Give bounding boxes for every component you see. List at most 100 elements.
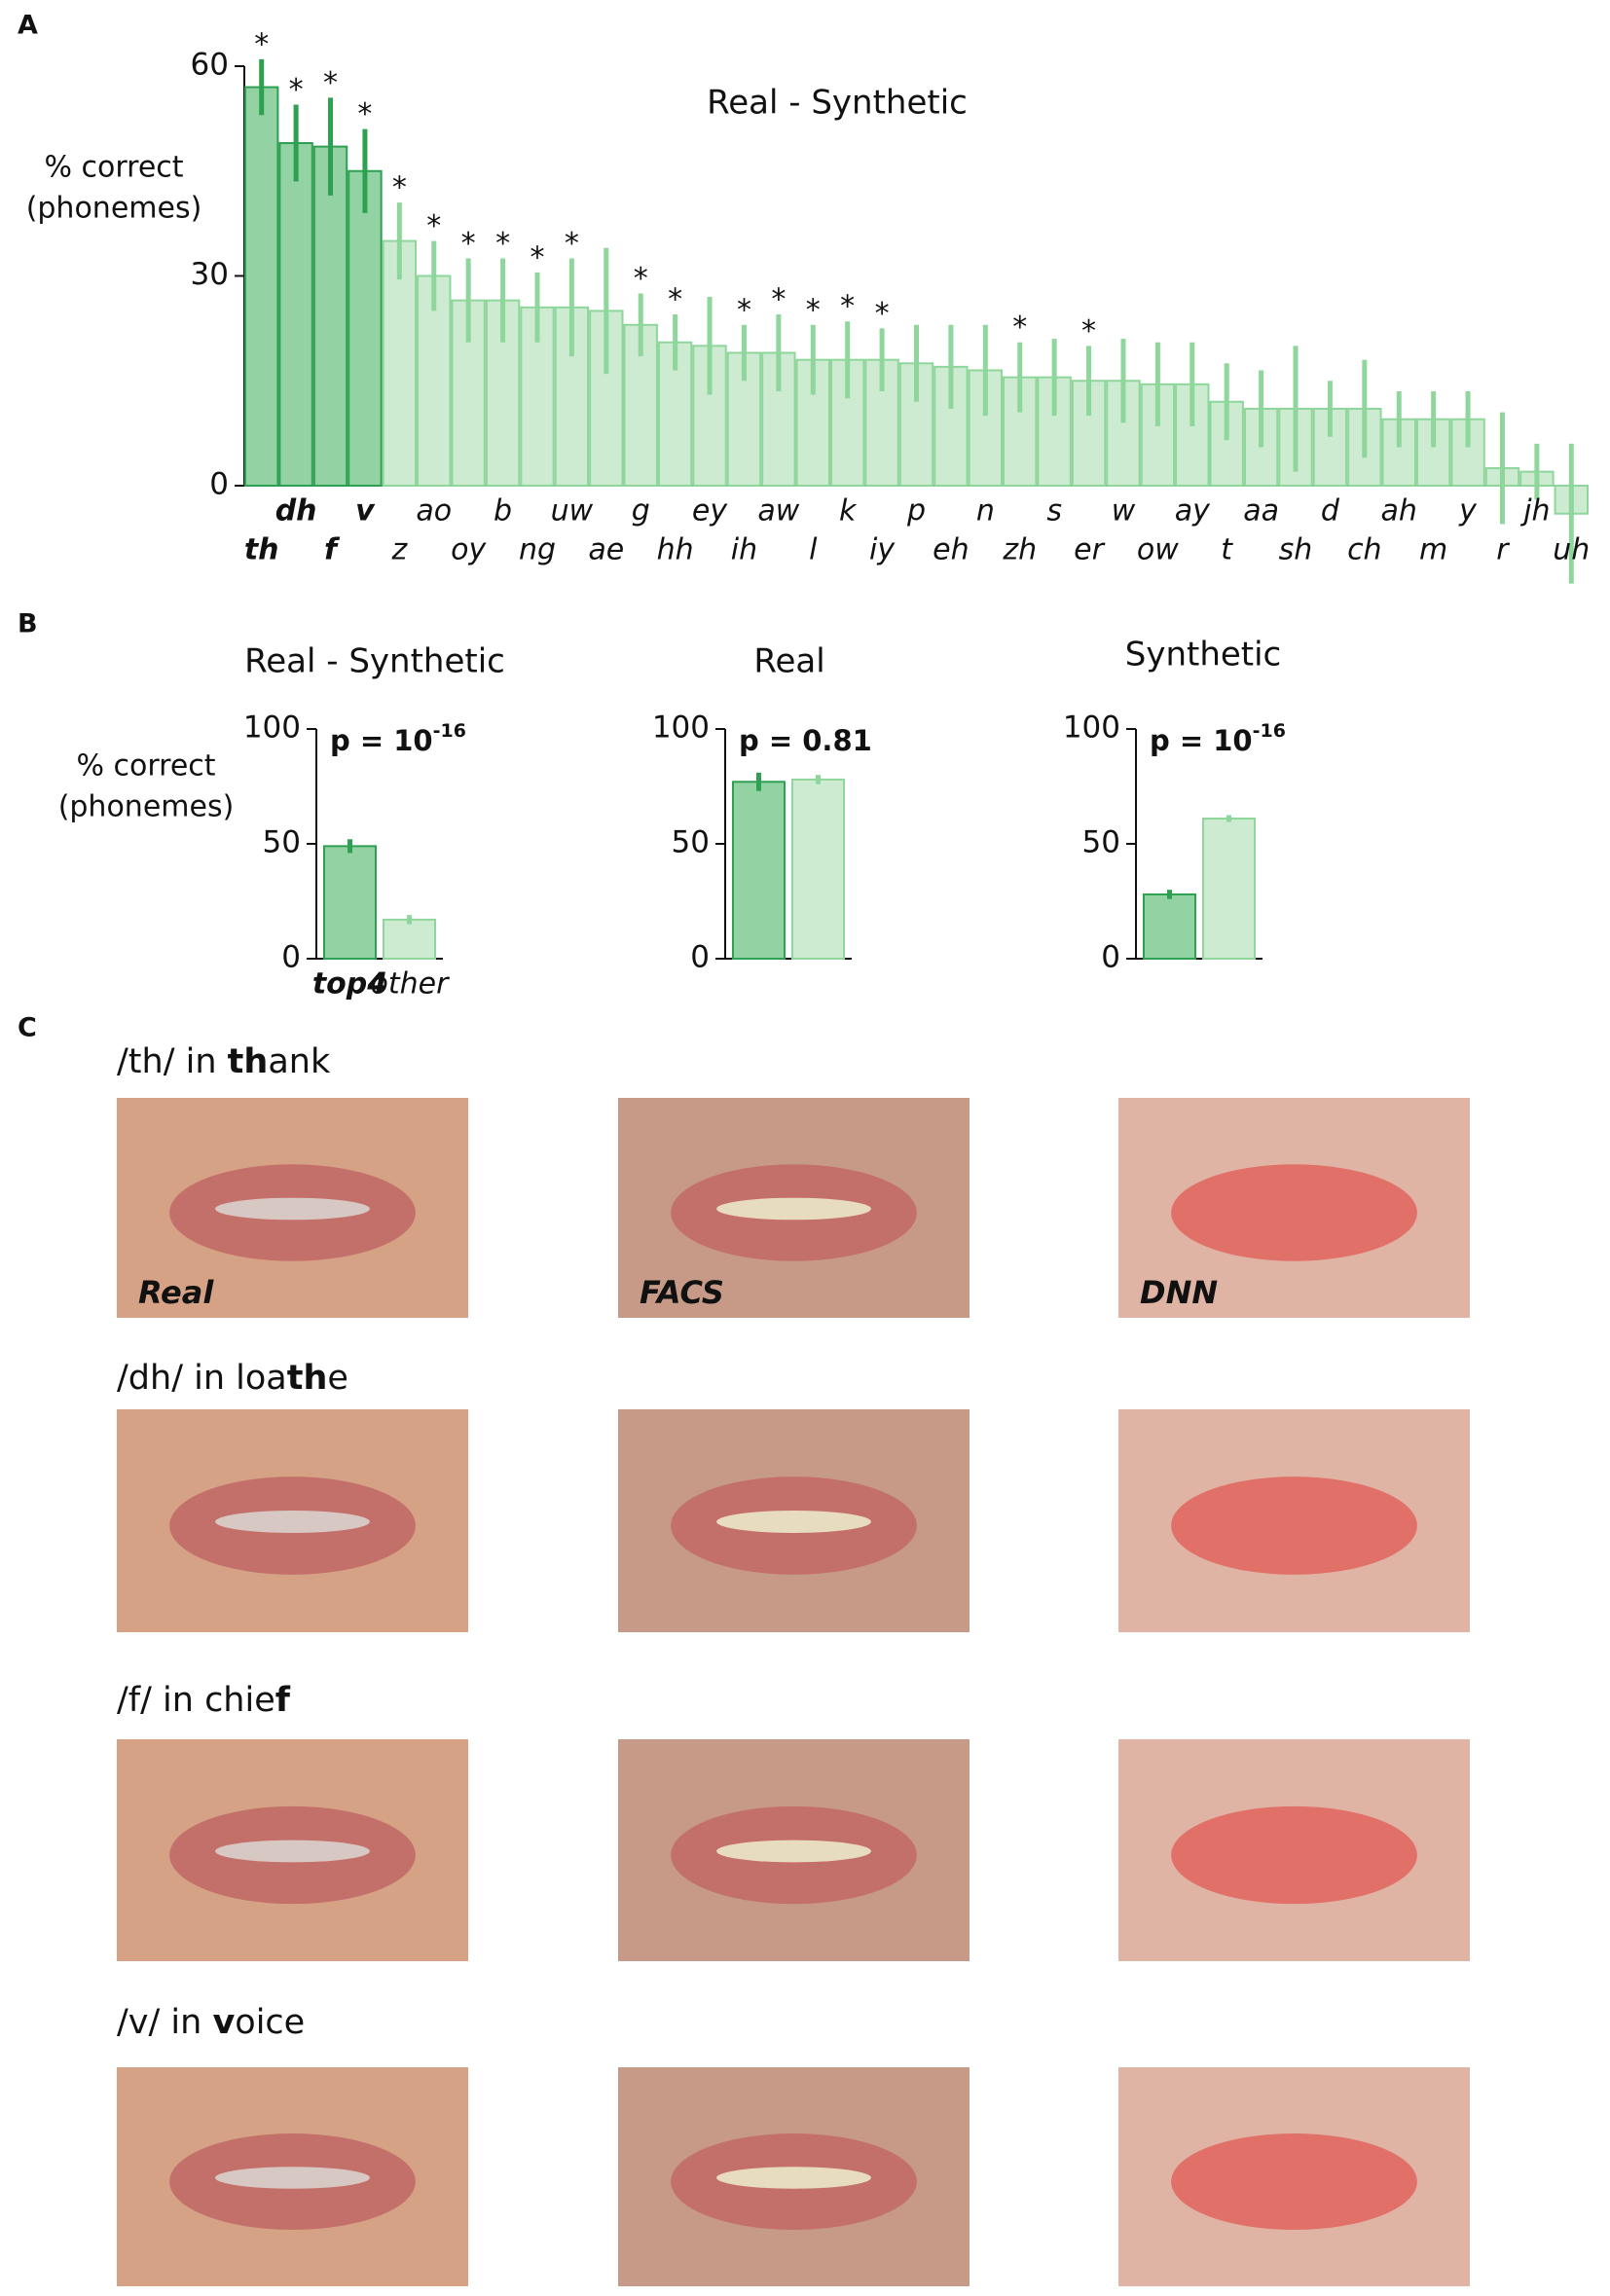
y-tick-label: 100 xyxy=(1063,711,1120,746)
p-value: p = 10-16 xyxy=(1150,720,1286,758)
row-title-part: /f/ in chie xyxy=(117,1681,275,1720)
row-title-part: th xyxy=(228,1042,269,1081)
p-value: p = 10-16 xyxy=(330,720,466,758)
x-tick-label: n xyxy=(976,494,995,528)
y-axis-label: (phonemes) xyxy=(58,790,235,824)
significance-star: * xyxy=(1081,314,1096,348)
mouth-opening xyxy=(716,2167,871,2189)
y-tick-label: 0 xyxy=(690,940,710,975)
bar xyxy=(244,86,279,488)
mouth-opening xyxy=(215,1197,370,1221)
row-title-part: ank xyxy=(268,1042,331,1081)
row-title-part: v xyxy=(212,2003,235,2042)
significance-star: * xyxy=(495,227,510,261)
panel-label: A xyxy=(18,11,38,41)
lips xyxy=(1171,2133,1417,2230)
significance-star: * xyxy=(323,66,338,100)
x-tick-label: oy xyxy=(451,533,487,567)
y-axis-label: % correct xyxy=(44,151,183,185)
bar xyxy=(383,918,436,961)
significance-star: * xyxy=(426,209,441,243)
x-tick-label: ih xyxy=(731,533,757,567)
significance-star: * xyxy=(289,73,304,107)
row-title-part: /th/ in xyxy=(117,1042,228,1081)
y-tick-label: 0 xyxy=(209,467,229,502)
y-tick-label: 50 xyxy=(263,825,301,860)
x-tick-label: ey xyxy=(692,494,728,528)
mouth-opening xyxy=(215,1511,370,1533)
x-tick-label: ae xyxy=(588,533,624,567)
row-title-part: e xyxy=(327,1359,348,1398)
p-value-exponent: -16 xyxy=(433,720,466,742)
p-value-text: p = 0.81 xyxy=(739,724,872,757)
chart-title: Real - Synthetic xyxy=(244,642,505,681)
significance-star: * xyxy=(461,227,476,261)
x-tick-label: eh xyxy=(933,533,969,567)
x-tick-label: top4 xyxy=(312,967,387,1002)
y-tick-label: 50 xyxy=(1082,825,1120,860)
x-tick-label: uh xyxy=(1553,533,1590,567)
x-tick-label: other xyxy=(371,967,451,1002)
x-tick-label: ay xyxy=(1175,494,1211,528)
x-tick-label: s xyxy=(1046,494,1062,528)
mouth-opening xyxy=(716,1197,871,1221)
x-tick-label: ng xyxy=(519,533,556,567)
significance-star: * xyxy=(1012,310,1027,345)
x-tick-label: iy xyxy=(869,533,896,567)
p-value: p = 0.81 xyxy=(739,724,872,757)
y-tick-label: 0 xyxy=(1101,940,1120,975)
bar xyxy=(278,142,313,487)
bar xyxy=(312,145,348,487)
bar xyxy=(1202,818,1256,960)
y-tick-label: 30 xyxy=(191,257,229,292)
row-title: /dh/ in loathe xyxy=(117,1359,348,1398)
x-tick-label: m xyxy=(1419,533,1447,567)
lips xyxy=(1171,1164,1417,1261)
row-title-part: oice xyxy=(235,2003,305,2042)
bar xyxy=(1143,893,1196,960)
significance-star: * xyxy=(254,27,269,61)
x-tick-label: dh xyxy=(275,494,317,528)
x-tick-label: t xyxy=(1221,533,1233,567)
image-label: DNN xyxy=(1140,1274,1218,1311)
significance-star: * xyxy=(840,290,855,324)
row-title-part: th xyxy=(287,1359,328,1398)
y-tick-label: 50 xyxy=(672,825,710,860)
p-value-text: p = 10 xyxy=(1150,724,1253,757)
x-tick-label: ah xyxy=(1381,494,1417,528)
panel-label: C xyxy=(18,1013,37,1043)
x-tick-label: b xyxy=(494,494,512,528)
row-title: /v/ in voice xyxy=(117,2003,305,2042)
x-tick-label: g xyxy=(632,494,650,528)
row-title: /th/ in thank xyxy=(117,1042,331,1081)
y-tick-label: 60 xyxy=(191,48,229,83)
significance-star: * xyxy=(806,293,821,327)
x-tick-label: ow xyxy=(1137,533,1179,567)
x-tick-label: jh xyxy=(1519,494,1550,528)
x-tick-label: sh xyxy=(1279,533,1313,567)
x-tick-label: ao xyxy=(416,494,452,528)
chart-title: Synthetic xyxy=(1125,636,1282,674)
mouth-opening xyxy=(215,1840,370,1863)
x-tick-label: l xyxy=(809,533,818,567)
bar xyxy=(348,169,383,487)
significance-star: * xyxy=(530,240,544,274)
p-value-exponent: -16 xyxy=(1253,720,1286,742)
mouth-opening xyxy=(215,2167,370,2189)
x-tick-label: aw xyxy=(757,494,799,528)
y-tick-label: 100 xyxy=(243,711,301,746)
image-label: FACS xyxy=(640,1274,724,1311)
x-tick-label: f xyxy=(324,533,341,567)
bar xyxy=(732,781,786,961)
x-tick-label: uw xyxy=(551,494,594,528)
y-tick-label: 100 xyxy=(652,711,710,746)
y-axis-label: % correct xyxy=(76,749,215,784)
significance-star: * xyxy=(392,171,407,205)
significance-star: * xyxy=(634,262,648,296)
x-tick-label: d xyxy=(1321,494,1340,528)
p-value-text: p = 10 xyxy=(330,724,433,757)
lips xyxy=(1171,1476,1417,1575)
chart-title: Real xyxy=(753,642,824,681)
mouth-opening xyxy=(716,1511,871,1533)
